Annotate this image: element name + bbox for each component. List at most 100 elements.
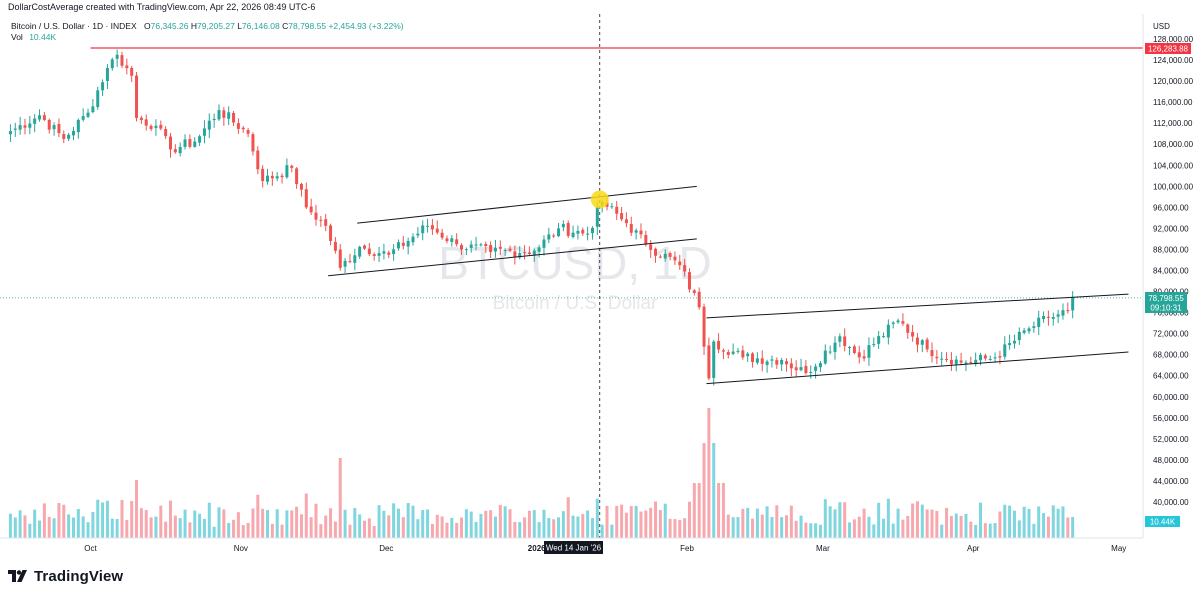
candle-body — [945, 358, 949, 360]
volume-bar — [222, 509, 226, 538]
candle-body — [295, 168, 299, 185]
candle-body — [537, 247, 541, 252]
candle-body — [702, 306, 706, 347]
volume-bars — [8, 408, 1075, 538]
volume-bar — [639, 511, 643, 538]
candle-body — [396, 242, 400, 249]
candle-body — [673, 256, 677, 261]
time-axis[interactable]: Oct Nov Dec 2026 Feb Mar Apr May — [84, 544, 1126, 553]
volume-bar — [513, 521, 517, 538]
volume-bar — [217, 507, 221, 538]
candle-body — [911, 332, 915, 337]
candle-body — [644, 234, 648, 245]
candle-body — [581, 229, 585, 234]
tradingview-logo[interactable]: TradingView — [8, 566, 123, 586]
volume-bar — [911, 503, 915, 538]
price-tick-label: 40,000.00 — [1153, 498, 1189, 507]
volume-bar — [1051, 505, 1055, 538]
volume-bar — [789, 505, 793, 538]
candle-body — [751, 353, 755, 363]
volume-bar — [76, 509, 80, 538]
candle-body — [81, 116, 85, 120]
volume-bar — [595, 498, 599, 538]
candle-body — [717, 340, 721, 350]
volume-bar — [86, 522, 90, 538]
volume-bar — [406, 503, 410, 538]
volume-bar — [426, 509, 430, 538]
volume-bar — [784, 515, 788, 538]
candle-body — [833, 342, 837, 352]
volume-bar — [416, 519, 420, 538]
candle-body — [823, 350, 827, 364]
volume-label[interactable]: Vol — [11, 32, 23, 42]
candle-body — [183, 139, 187, 147]
volume-bar — [18, 510, 22, 538]
candle-body — [236, 123, 240, 129]
channel-line-lower[interactable] — [706, 351, 1129, 385]
candle-body — [430, 225, 434, 230]
volume-bar — [949, 516, 953, 538]
candle-body — [130, 67, 134, 76]
price-tick-label: 120,000.00 — [1153, 77, 1194, 86]
volume-bar — [319, 524, 323, 538]
volume-bar — [367, 518, 371, 538]
volume-bar — [193, 510, 197, 538]
volume-bar — [794, 520, 798, 538]
symbol-name[interactable]: Bitcoin / U.S. Dollar · 1D · INDEX — [11, 21, 137, 31]
volume-bar — [464, 509, 468, 538]
candle-body — [804, 365, 808, 374]
candle-body — [620, 213, 624, 220]
candle-body — [566, 223, 570, 236]
candle-body — [862, 356, 866, 359]
volume-bar — [57, 503, 61, 538]
candle-body — [959, 360, 963, 363]
volume-bar — [387, 515, 391, 538]
volume-bar — [450, 517, 454, 538]
candle-body — [979, 354, 983, 361]
candle-body — [1061, 310, 1065, 316]
candle-body — [1066, 310, 1070, 312]
volume-bar — [624, 512, 628, 538]
volume-bar — [164, 521, 168, 538]
candle-body — [479, 244, 483, 246]
channel-line-lower[interactable] — [328, 238, 697, 277]
volume-bar — [149, 517, 153, 538]
volume-bar — [333, 521, 337, 538]
candlesticks — [8, 49, 1075, 386]
volume-bar — [717, 483, 721, 538]
attribution-bar: DollarCostAverage created with TradingVi… — [0, 0, 1200, 14]
candle-body — [891, 322, 895, 324]
candle-body — [969, 361, 973, 363]
volume-bar — [760, 514, 764, 538]
candle-body — [23, 125, 27, 128]
channel-line-upper[interactable] — [357, 185, 697, 224]
volume-value: 10.44K — [29, 32, 57, 42]
time-tick-label: 2026 — [528, 544, 546, 553]
candle-body — [721, 350, 725, 352]
candle-body — [275, 176, 279, 179]
attribution-text: DollarCostAverage created with TradingVi… — [8, 2, 316, 12]
candle-body — [71, 130, 75, 136]
candle-body — [678, 261, 682, 266]
volume-bar — [998, 511, 1002, 538]
volume-bar — [658, 510, 662, 538]
volume-bar — [979, 502, 983, 538]
price-tick-label: 104,000.00 — [1153, 161, 1194, 170]
candle-body — [523, 252, 527, 254]
price-axis[interactable]: 128,000.00 124,000.00 120,000.00 116,000.00… — [1153, 35, 1194, 507]
channel-line-upper[interactable] — [706, 293, 1129, 319]
volume-bar — [212, 526, 216, 538]
candle-body — [202, 128, 206, 136]
candle-body — [86, 112, 90, 117]
volume-bar — [552, 519, 556, 538]
volume-bar — [877, 502, 881, 538]
candle-body — [983, 355, 987, 359]
volume-bar — [71, 517, 75, 538]
high-value: 79,205.27 — [196, 21, 235, 31]
volume-bar — [518, 522, 522, 538]
brand-name: TradingView — [34, 567, 124, 585]
volume-bar — [964, 513, 968, 538]
candle-body — [629, 223, 633, 233]
volume-bar — [731, 517, 735, 538]
